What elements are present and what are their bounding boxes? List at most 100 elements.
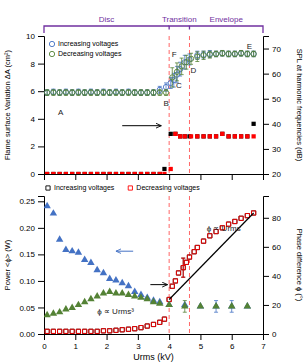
point [101, 172, 105, 174]
point [125, 282, 132, 288]
y2-axis-label: SPL at harmonic frequencies (dB) [295, 49, 304, 162]
point [51, 329, 55, 333]
x-axis-tick: 1 [74, 334, 79, 351]
y2-axis: 020406080 [263, 197, 281, 340]
point [76, 89, 81, 94]
arrow [122, 125, 161, 126]
point [100, 289, 107, 295]
series [45, 211, 256, 334]
point [178, 134, 182, 138]
x-axis-tick-mark [107, 174, 108, 180]
point [51, 172, 55, 174]
error-bar [51, 89, 55, 95]
point [138, 90, 143, 95]
point [114, 172, 118, 174]
y2-axis-tick: 20 [263, 301, 281, 310]
point [112, 276, 119, 282]
point [101, 329, 105, 333]
x-axis-tick: 7 [261, 334, 266, 351]
point [239, 134, 243, 138]
x-axis-tick-label: 6 [230, 342, 235, 351]
point [113, 89, 118, 94]
point [170, 284, 174, 288]
y2-axis-tick-label: 70 [272, 45, 281, 54]
point [88, 89, 93, 94]
annotation: ϕ ∝ Urms [207, 224, 241, 233]
point [195, 54, 200, 59]
point [126, 90, 131, 95]
error-bar [227, 51, 231, 57]
point [220, 51, 225, 56]
point [208, 234, 212, 238]
point [151, 322, 155, 326]
y2-axis-tick-mark [263, 49, 269, 50]
annotation: E [247, 42, 252, 51]
point [181, 302, 188, 308]
error-bar [145, 90, 149, 96]
point [63, 89, 68, 94]
point [76, 90, 81, 95]
x-axis-tick-mark [75, 174, 76, 180]
point [57, 90, 62, 95]
point [58, 172, 62, 174]
y-axis-tick-mark [38, 281, 44, 282]
point [213, 51, 218, 56]
legend-label: Decreasing voltages [136, 184, 200, 192]
series [44, 202, 251, 312]
error-bar [175, 63, 179, 81]
x-axis-tick: 2 [105, 334, 110, 351]
point [233, 134, 237, 138]
y2-axis-tick: 60 [263, 243, 281, 252]
point [157, 90, 162, 95]
y2-axis-tick: 30 [263, 145, 281, 154]
annotation: A [58, 108, 64, 117]
region-label: Disc [99, 15, 115, 24]
y-axis-tick: 0.15 [19, 250, 44, 259]
error-bar [220, 50, 224, 56]
point [163, 90, 168, 95]
region-label: Transition [162, 15, 197, 24]
x-axis-tick-label: 4 [167, 342, 172, 351]
legend-item: Increasing voltages [46, 184, 115, 192]
point [89, 329, 93, 333]
annotation: ϕ ∝ Urms³ [97, 307, 134, 316]
point [95, 90, 100, 95]
error-bar [114, 89, 118, 95]
y2-axis-tick-mark [263, 276, 269, 277]
error-bar [202, 51, 206, 59]
point [95, 329, 99, 333]
point [212, 302, 219, 308]
point [158, 320, 162, 324]
point [207, 52, 212, 57]
error-bar [145, 90, 149, 96]
region-label: Envelope [210, 15, 244, 24]
y2-axis-tick: 0 [263, 330, 277, 339]
point [226, 51, 231, 56]
error-bar [208, 51, 212, 58]
y2-axis-tick-label: 20 [272, 301, 281, 310]
y2-axis-tick-mark [263, 149, 269, 150]
point [165, 301, 172, 307]
point [101, 89, 106, 94]
error-bar [214, 51, 218, 57]
error-bar [58, 90, 62, 96]
point [245, 51, 250, 56]
x-axis-tick-label: 7 [261, 342, 266, 351]
error-bar [133, 90, 137, 96]
y2-axis-tick-mark [263, 74, 269, 75]
trend-line [169, 213, 253, 300]
point [245, 51, 250, 56]
x-axis-tick [75, 174, 76, 180]
y2-axis-tick-mark [263, 334, 269, 335]
point [89, 329, 93, 333]
y-axis-tick: 2 [31, 142, 44, 151]
y-axis-tick-label: 4 [31, 115, 36, 124]
point [238, 51, 243, 56]
point [51, 90, 56, 95]
point [187, 255, 191, 259]
y2-axis-tick-label: 40 [272, 120, 281, 129]
legend: Increasing voltages Decreasing voltages [46, 184, 200, 192]
y2-axis-tick-label: 60 [272, 243, 281, 252]
point [70, 329, 74, 333]
y-axis-tick-mark [38, 119, 44, 120]
